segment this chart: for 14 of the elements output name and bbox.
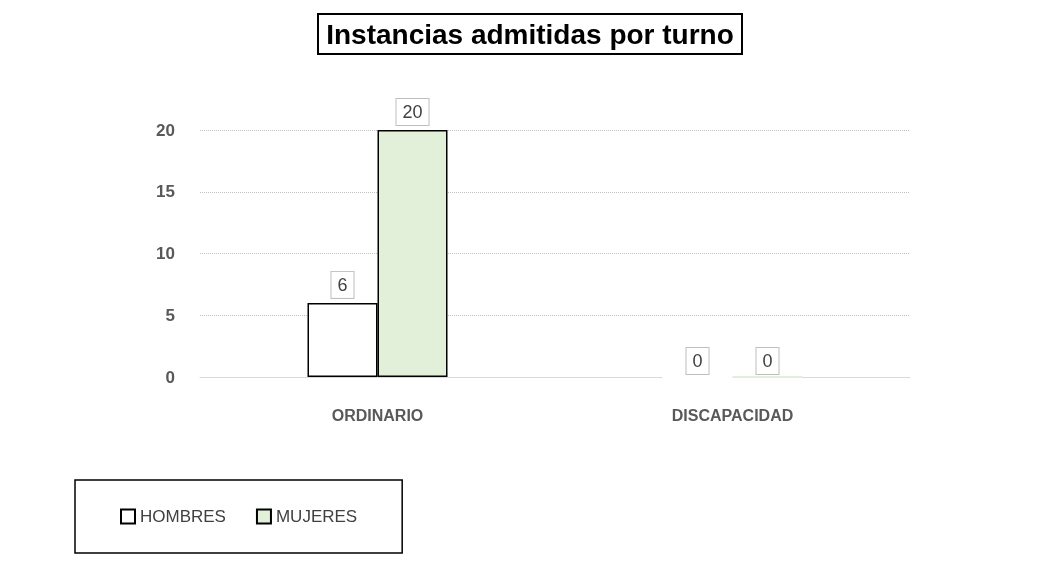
x-tick-label: ORDINARIO [331, 406, 424, 424]
data-label: 0 [692, 351, 703, 371]
y-tick-label: 20 [156, 120, 175, 140]
y-tick-label: 10 [156, 244, 175, 263]
legend-label: MUJERES [275, 507, 358, 526]
data-label: 20 [402, 102, 423, 122]
legend-label: HOMBRES [140, 507, 226, 526]
y-tick-label: 5 [165, 305, 175, 325]
data-label: 6 [337, 274, 348, 295]
y-tick-label: 15 [156, 182, 175, 202]
y-tick-label: 0 [165, 367, 175, 387]
data-label: 0 [762, 351, 773, 371]
chart-title: Instancias admitidas por turno [326, 18, 734, 50]
x-tick-label: DISCAPACIDAD [671, 406, 794, 424]
